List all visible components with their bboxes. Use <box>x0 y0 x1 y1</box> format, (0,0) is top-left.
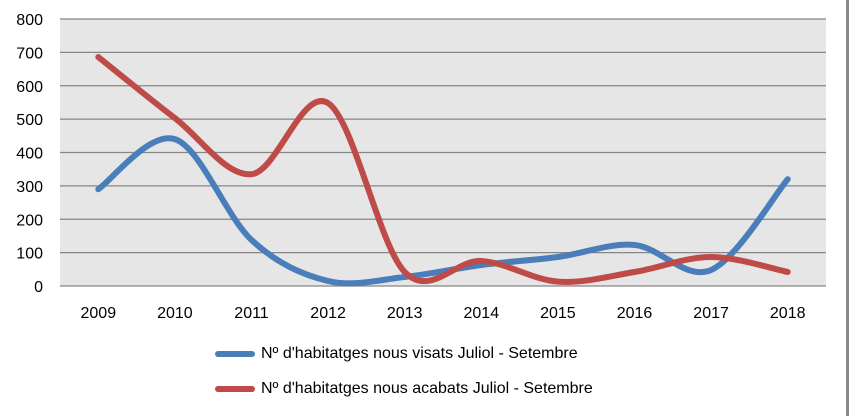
legend-item-visats: Nº d'habitatges nous visats Juliol - Set… <box>215 345 578 363</box>
legend-label-acabats: Nº d'habitatges nous acabats Juliol - Se… <box>261 380 593 397</box>
legend-swatch-visats <box>215 351 255 357</box>
legend-swatch-acabats <box>215 386 255 392</box>
legend-label-visats: Nº d'habitatges nous visats Juliol - Set… <box>261 345 578 362</box>
y-tick-label: 400 <box>16 146 43 163</box>
x-tick-label: 2017 <box>693 305 729 322</box>
y-tick-label: 600 <box>16 79 43 96</box>
y-tick-label: 300 <box>16 179 43 196</box>
y-tick-label: 200 <box>16 212 43 229</box>
x-tick-label: 2016 <box>617 305 653 322</box>
x-tick-label: 2015 <box>540 305 576 322</box>
x-tick-label: 2012 <box>310 305 346 322</box>
chart-border <box>846 0 849 416</box>
y-tick-label: 0 <box>34 279 43 296</box>
series-line-1 <box>95 54 791 285</box>
x-tick-label: 2018 <box>770 305 806 322</box>
y-tick-label: 700 <box>16 45 43 62</box>
x-tick-label: 2014 <box>464 305 500 322</box>
x-tick-label: 2011 <box>234 305 269 322</box>
y-tick-label: 800 <box>16 12 43 29</box>
legend-item-acabats: Nº d'habitatges nous acabats Juliol - Se… <box>215 380 593 398</box>
series-line-0 <box>95 135 791 287</box>
y-tick-label: 100 <box>16 246 43 263</box>
x-tick-label: 2010 <box>157 305 193 322</box>
x-tick-label: 2013 <box>387 305 423 322</box>
x-tick-label: 2009 <box>81 305 117 322</box>
y-tick-label: 500 <box>16 112 43 129</box>
